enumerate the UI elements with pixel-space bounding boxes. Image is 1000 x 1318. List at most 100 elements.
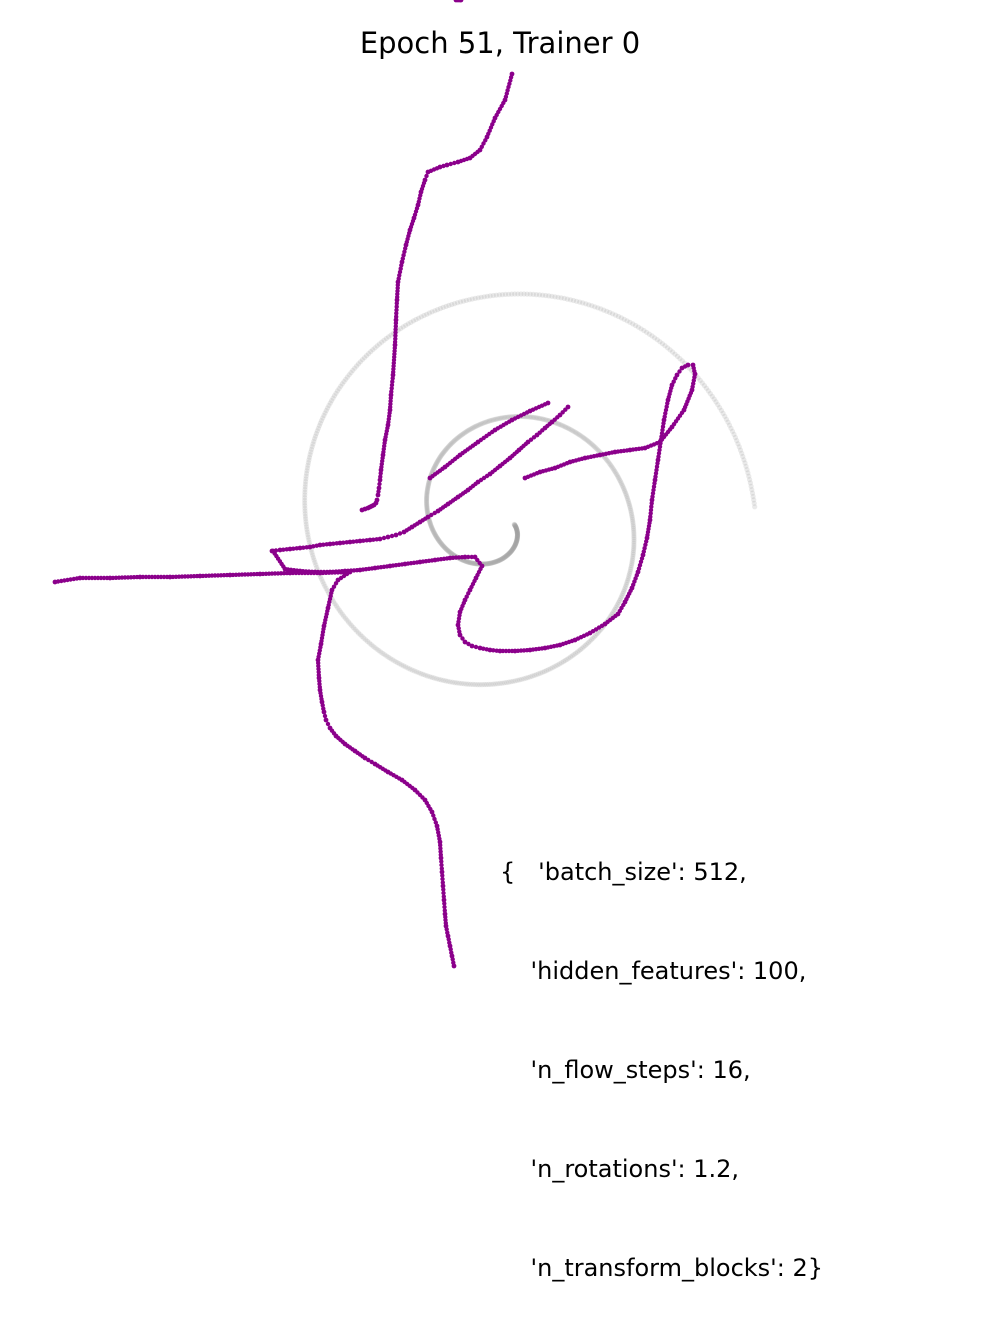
spiral-point xyxy=(630,518,636,524)
spiral-point xyxy=(511,544,517,550)
data-point xyxy=(637,563,643,568)
spiral-point xyxy=(513,524,519,530)
data-point xyxy=(378,471,383,476)
spiral-point xyxy=(376,648,382,654)
spiral-point xyxy=(303,524,310,530)
spiral-point xyxy=(611,608,617,614)
spiral-point xyxy=(495,558,501,564)
data-point xyxy=(441,897,447,903)
spiral-point xyxy=(308,446,315,452)
spiral-point xyxy=(420,671,426,678)
spiral-point xyxy=(670,349,676,355)
spiral-point xyxy=(631,533,637,539)
spiral-point xyxy=(602,455,608,461)
spiral-point xyxy=(443,678,449,684)
spiral-point xyxy=(620,590,626,597)
spiral-point xyxy=(545,667,551,673)
spiral-point xyxy=(595,447,601,453)
spiral-point xyxy=(567,654,574,660)
spiral-point xyxy=(537,670,544,676)
data-point xyxy=(366,757,371,763)
spiral-point xyxy=(715,402,721,408)
spiral-point xyxy=(703,385,710,391)
spiral-point xyxy=(745,470,751,476)
spiral-point xyxy=(718,407,725,414)
spiral-point xyxy=(429,525,435,532)
spiral-point xyxy=(747,480,754,486)
spiral-point xyxy=(514,529,520,535)
spiral-point xyxy=(322,583,328,589)
spiral-point xyxy=(449,551,455,557)
spiral-point xyxy=(514,528,520,534)
spiral-point xyxy=(359,357,365,363)
spiral-point xyxy=(629,561,635,567)
spiral-point xyxy=(616,476,622,482)
data-point xyxy=(508,78,513,83)
data-point xyxy=(393,330,398,335)
data-point xyxy=(304,545,309,550)
spiral-point xyxy=(305,534,311,540)
spiral-point xyxy=(497,557,503,563)
spiral-point xyxy=(312,559,318,566)
spiral-point xyxy=(739,450,745,456)
data-point xyxy=(462,639,468,645)
spiral-point xyxy=(333,390,339,396)
spiral-point xyxy=(614,471,620,478)
spiral-point xyxy=(427,520,433,526)
spiral-point xyxy=(438,453,444,459)
spiral-point xyxy=(625,578,631,584)
spiral-point xyxy=(527,674,533,680)
data-point xyxy=(393,333,398,338)
spiral-point xyxy=(430,467,436,474)
spiral-point xyxy=(439,541,445,547)
data-point xyxy=(652,477,658,483)
spiral-point xyxy=(496,557,502,564)
spiral-point xyxy=(512,522,518,528)
data-point xyxy=(362,755,368,761)
spiral-point xyxy=(606,460,612,466)
spiral-point xyxy=(440,543,446,549)
spiral-point xyxy=(372,645,378,651)
spiral-point xyxy=(459,432,465,438)
data-point xyxy=(389,382,395,388)
spiral-point xyxy=(416,315,422,321)
spiral-point xyxy=(629,514,635,521)
spiral-point xyxy=(621,587,628,593)
spiral-point xyxy=(501,680,507,686)
spiral-point xyxy=(465,559,471,565)
spiral-point xyxy=(592,304,598,310)
data-point xyxy=(640,552,646,558)
spiral-point xyxy=(628,565,634,571)
spiral-point xyxy=(462,558,468,564)
spiral-point xyxy=(627,570,633,576)
spiral-point xyxy=(499,292,505,298)
spiral-point xyxy=(509,547,515,554)
spiral-point xyxy=(630,548,637,554)
spiral-point xyxy=(674,353,681,359)
spiral-point xyxy=(624,579,630,586)
spiral-point xyxy=(472,295,478,301)
spiral-point xyxy=(584,437,590,444)
data-point xyxy=(455,159,461,165)
spiral-point xyxy=(310,554,316,561)
spiral-point xyxy=(630,520,636,526)
spiral-point xyxy=(466,559,472,565)
spiral-point xyxy=(303,521,309,527)
spiral-point xyxy=(425,510,431,516)
spiral-point xyxy=(625,499,632,505)
data-point xyxy=(473,644,479,650)
spiral-point xyxy=(471,424,477,430)
spiral-point xyxy=(624,494,630,500)
spiral-point xyxy=(366,351,372,357)
spiral-point xyxy=(324,588,330,594)
spiral-point xyxy=(447,441,454,448)
spiral-point xyxy=(454,680,460,686)
spiral-point xyxy=(463,558,469,565)
data-point xyxy=(458,0,464,3)
spiral-point xyxy=(549,293,555,299)
sample-points xyxy=(52,0,698,969)
spiral-point xyxy=(569,653,575,659)
data-point xyxy=(677,369,682,374)
spiral-point xyxy=(558,295,564,301)
spiral-point xyxy=(443,546,449,552)
